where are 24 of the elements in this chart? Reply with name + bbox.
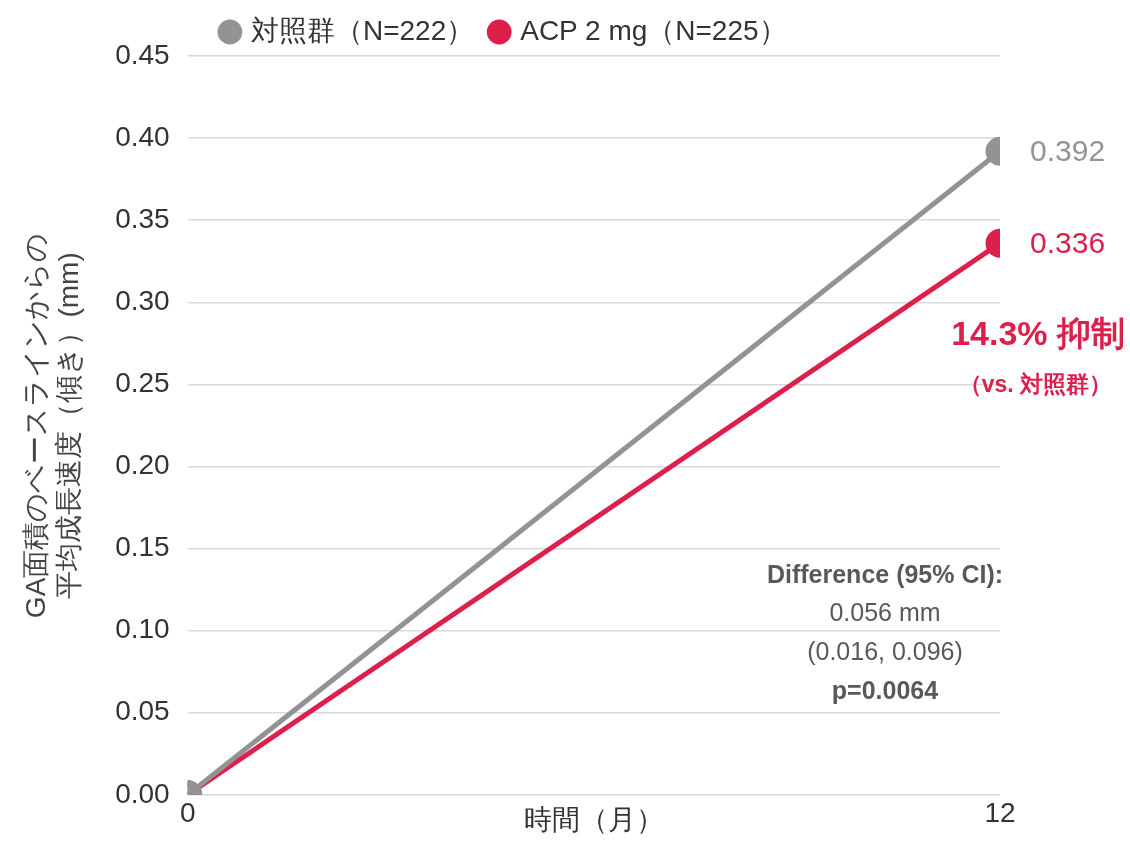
y-tick-label: 0.20 (115, 449, 170, 481)
y-tick-label: 0.45 (115, 38, 170, 70)
y-tick-label: 0.05 (115, 695, 170, 727)
annotation: Difference (95% CI): (766, 559, 1004, 588)
x-tick-label: 12 (984, 797, 1016, 829)
data-label: 0.336 (1030, 226, 1106, 260)
y-tick-label: 0.35 (115, 202, 170, 234)
y-tick-label: 0.30 (115, 284, 170, 316)
annotation: (0.016, 0.096) (807, 636, 963, 665)
annotation: （vs. 対照群） (958, 371, 1112, 398)
annotation: 14.3% 抑制 (951, 314, 1125, 353)
legend-label: ACP 2 mg（N=225） (520, 14, 787, 46)
y-tick-label: 0.25 (115, 367, 170, 399)
y-tick-label: 0.10 (115, 613, 170, 645)
y-tick-label: 0.15 (115, 531, 170, 563)
y-tick-label: 0.40 (115, 120, 170, 152)
data-label: 0.392 (1030, 134, 1106, 168)
legend-label: 対照群（N=222） (250, 14, 475, 46)
x-axis-title: 時間（月） (523, 803, 664, 835)
y-axis-title: GA面積のベースラインからの平均成長速度（傾き）(mm) (19, 232, 85, 619)
annotation: 0.056 mm (829, 597, 941, 626)
annotation: p=0.0064 (831, 675, 939, 704)
x-tick-label: 0 (179, 797, 196, 829)
y-tick-label: 0.00 (115, 777, 170, 809)
